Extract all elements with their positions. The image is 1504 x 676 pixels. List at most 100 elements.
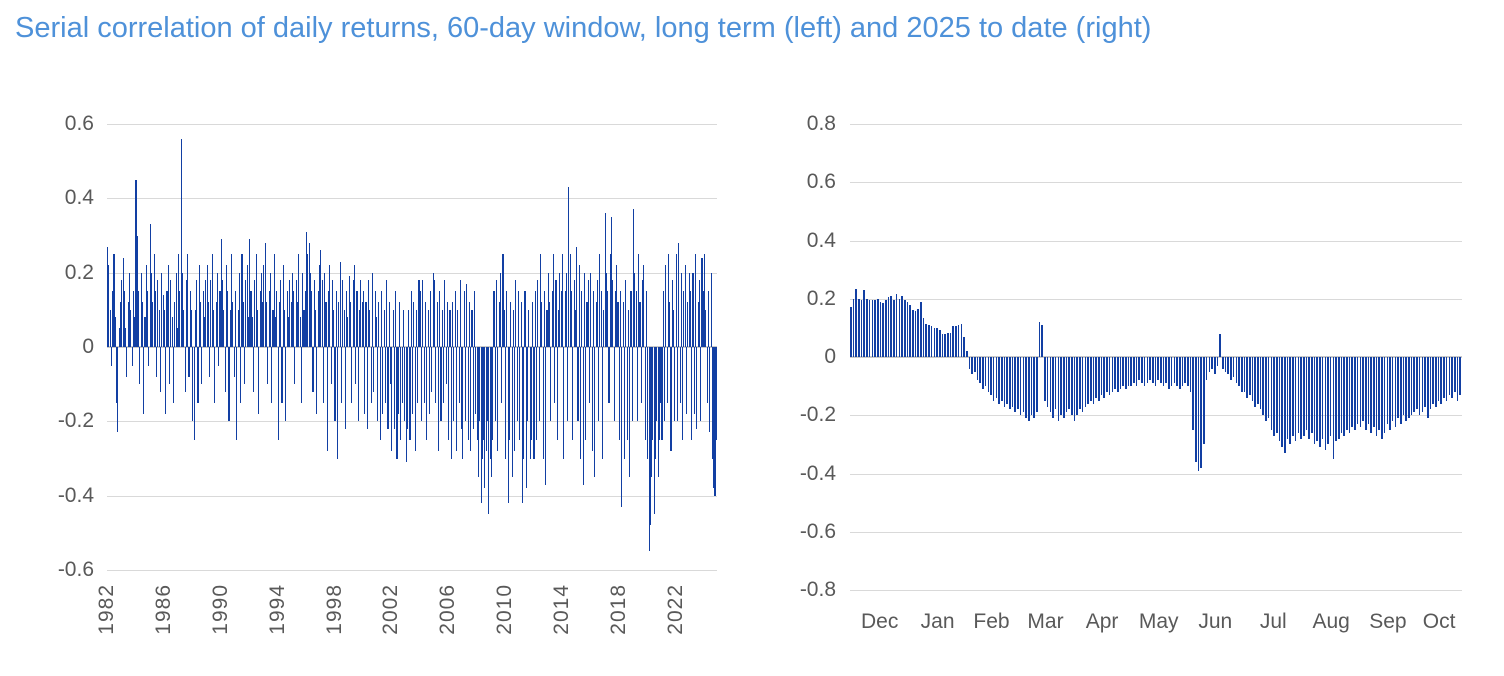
bar xyxy=(671,280,673,347)
bar xyxy=(1079,357,1081,410)
bar xyxy=(1249,357,1251,395)
bar xyxy=(530,347,532,440)
bar xyxy=(1176,357,1178,387)
bar xyxy=(561,254,563,347)
bar xyxy=(1235,357,1238,384)
bar xyxy=(339,261,341,347)
bar xyxy=(1119,357,1122,390)
bar xyxy=(874,299,876,357)
bar xyxy=(326,347,328,452)
bar xyxy=(1448,357,1451,395)
bar xyxy=(333,309,335,347)
bar xyxy=(1133,357,1135,384)
bar xyxy=(431,347,433,392)
x-axis-tick-label: 2022 xyxy=(663,584,687,635)
bar xyxy=(143,347,145,414)
bar xyxy=(423,347,425,403)
bar xyxy=(1456,357,1459,401)
bar xyxy=(206,265,208,347)
bar xyxy=(375,317,377,347)
bar xyxy=(947,332,949,357)
bar xyxy=(1036,357,1038,413)
bar xyxy=(1033,357,1035,419)
bar xyxy=(582,347,584,485)
bar xyxy=(709,347,711,433)
bar xyxy=(906,301,909,357)
bar xyxy=(412,347,414,414)
bar xyxy=(224,347,226,392)
bar xyxy=(249,239,251,347)
bar xyxy=(496,280,498,347)
bar xyxy=(196,280,198,347)
bar xyxy=(281,347,283,403)
bar xyxy=(488,347,490,515)
bar xyxy=(334,347,336,422)
bar xyxy=(685,347,688,414)
bar xyxy=(330,347,332,385)
bar xyxy=(396,347,398,459)
bar xyxy=(508,347,511,440)
bar xyxy=(125,328,127,347)
bar xyxy=(344,347,346,429)
bar xyxy=(1178,357,1181,390)
bar xyxy=(121,280,123,347)
long-term-chart: 0.6 0.4 0.2 0 -0.2 -0.4 -0.6 1982 1986 1990 1994 1… xyxy=(30,112,730,664)
bar xyxy=(586,302,588,347)
bar xyxy=(1459,357,1461,395)
bar xyxy=(949,332,952,357)
bar xyxy=(200,302,202,347)
bar xyxy=(1030,357,1033,416)
bar xyxy=(466,283,468,347)
bar xyxy=(1399,357,1402,424)
bar xyxy=(639,302,641,347)
bar xyxy=(596,280,598,347)
bar xyxy=(1362,357,1364,422)
bar xyxy=(315,309,317,347)
bar xyxy=(521,347,523,504)
bar xyxy=(163,309,165,347)
bar xyxy=(1160,357,1162,384)
bar xyxy=(1378,357,1380,430)
long-term-plot-area xyxy=(107,124,717,571)
bar xyxy=(503,309,505,347)
bar xyxy=(1003,357,1006,407)
bar xyxy=(524,291,526,347)
bar xyxy=(267,347,269,385)
bar xyxy=(1289,357,1292,445)
bar xyxy=(1418,357,1421,416)
bar xyxy=(568,187,570,347)
bar xyxy=(638,254,640,347)
ytd-2025-y-axis: 0.8 0.6 0.4 0.2 0 -0.2 -0.4 -0.6 -0.8 xyxy=(770,112,836,601)
bar xyxy=(914,311,917,357)
bar xyxy=(1071,357,1073,416)
y-axis-tick-label: -0.6 xyxy=(799,519,836,543)
bar xyxy=(322,347,324,403)
bar xyxy=(1017,357,1019,410)
bar xyxy=(293,291,295,347)
bar xyxy=(269,272,271,347)
bar xyxy=(232,302,234,347)
bar xyxy=(325,302,327,347)
bar xyxy=(695,254,697,347)
bar xyxy=(631,347,633,422)
bar xyxy=(428,347,430,414)
bar xyxy=(313,280,315,347)
bar xyxy=(667,254,669,347)
gridline xyxy=(107,421,717,423)
bar xyxy=(1375,357,1378,436)
bar xyxy=(486,347,489,422)
bar xyxy=(1068,357,1070,410)
bar xyxy=(1429,357,1432,410)
bar xyxy=(426,347,428,440)
bar xyxy=(499,272,501,347)
bar xyxy=(1162,357,1165,387)
bar xyxy=(307,254,309,347)
bar xyxy=(705,309,707,347)
bar xyxy=(430,291,432,347)
bar xyxy=(390,347,392,385)
bar xyxy=(1046,357,1049,407)
bar xyxy=(138,291,140,347)
bar xyxy=(1445,357,1448,401)
bar xyxy=(1297,357,1300,433)
bar xyxy=(1391,357,1394,422)
